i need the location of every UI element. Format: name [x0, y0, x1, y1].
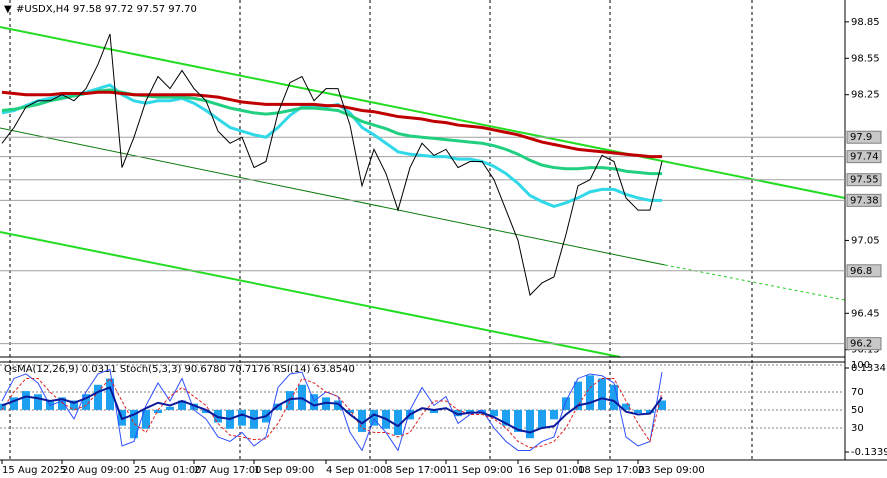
x-tick-label: 16 Sep 01:00 [518, 465, 585, 476]
osma-bar [574, 381, 582, 410]
osma-bar [502, 409, 510, 426]
price-level-box [846, 264, 882, 278]
x-tick-label: 8 Sep 17:00 [386, 465, 446, 476]
osma-bar [598, 378, 606, 410]
y-tick-label: 98.25 [851, 90, 880, 101]
collapse-icon: ▼ [4, 4, 12, 15]
osma-bar [10, 397, 18, 410]
osma-bar [286, 391, 294, 410]
osma-bar [610, 384, 618, 410]
price-level-label: 96.2 [850, 339, 872, 350]
price-level-label: 97.74 [850, 152, 879, 163]
osma-bar [394, 409, 402, 436]
price-level-label: 97.38 [850, 195, 879, 206]
y-tick-label: 30 [851, 423, 864, 434]
price-line [1, 88, 662, 176]
osma-bar [466, 409, 474, 414]
osma-bar [190, 403, 198, 410]
x-tick-label: 23 Sep 09:00 [638, 465, 705, 476]
x-tick-label: 11 Sep 09:00 [446, 465, 513, 476]
osma-bar [34, 394, 42, 410]
osma-bar [142, 409, 150, 429]
osma-bar [346, 409, 354, 414]
price-line [1, 90, 662, 159]
x-tick-label: 15 Aug 2025 [2, 465, 66, 476]
osma-bar [646, 409, 654, 414]
osma-bar [562, 397, 570, 410]
x-tick-label: 1 Sep 09:00 [254, 465, 314, 476]
y-tick-label: 96.45 [851, 308, 880, 319]
oscillator-line [1, 377, 663, 449]
osma-bar [634, 409, 642, 414]
x-tick-label: 20 Aug 09:00 [62, 465, 129, 476]
osma-bar [358, 409, 366, 432]
price-level-box [846, 150, 882, 164]
y-tick-label: 50 [851, 405, 864, 416]
price-level-label: 97.9 [850, 132, 872, 143]
price-level-box [846, 337, 882, 351]
osma-bar [454, 409, 462, 417]
osma-bar [0, 403, 6, 410]
oscillator-title: OsMA(12,26,9) 0.0311 Stoch(5,3,3) 90.678… [4, 364, 355, 375]
period-separators [9, 0, 753, 460]
price-level-box [846, 130, 882, 144]
osma-bar [538, 409, 546, 429]
osma-bar [490, 409, 498, 417]
osma-bar [310, 394, 318, 410]
osma-bar [178, 400, 186, 410]
osma-bar [334, 400, 342, 410]
osma-bar [106, 378, 114, 410]
osma-bar [154, 409, 162, 414]
x-tick-label: 4 Sep 01:00 [326, 465, 386, 476]
osma-bar [238, 409, 246, 426]
osma-bar [622, 403, 630, 410]
osma-bar [70, 400, 78, 410]
y-tick-label: 97.05 [851, 235, 880, 246]
y2-tick-label: 0.1334 [851, 363, 886, 374]
y-tick-label: 100 [851, 360, 870, 371]
price-level-box [846, 193, 882, 207]
y-tick-label: 70 [851, 387, 864, 398]
osma-bar [514, 409, 522, 432]
x-tick-label: 18 Sep 17:00 [578, 465, 645, 476]
y2-tick-label: -0.1339 [851, 447, 887, 458]
osma-bar [478, 409, 486, 414]
price-level-label: 97.55 [850, 175, 879, 186]
x-tick-label: 27 Aug 17:00 [194, 465, 261, 476]
chart-title: #USDX,H4 97.58 97.72 97.57 97.70 [16, 4, 197, 15]
osma-bar [430, 409, 438, 414]
x-tick-label: 25 Aug 01:00 [134, 465, 201, 476]
price-line [1, 33, 663, 297]
osma-bar [526, 409, 534, 439]
osma-bar [22, 391, 30, 410]
osma-bar [202, 409, 210, 414]
osma-bar [166, 406, 174, 410]
osma-bar [58, 397, 66, 410]
oscillator-line [1, 386, 663, 434]
y-tick-label: 98.55 [851, 53, 880, 64]
osma-bar [586, 375, 594, 410]
osma-bar [82, 394, 90, 410]
osma-bar [658, 400, 666, 410]
y-tick-label: 98.85 [851, 17, 880, 28]
y-tick-label: 96.15 [851, 345, 880, 356]
osma-bar [94, 384, 102, 410]
osma-bar [550, 409, 558, 420]
price-level-label: 96.8 [850, 266, 872, 277]
price-level-box [846, 173, 882, 187]
osma-bar [370, 409, 378, 426]
